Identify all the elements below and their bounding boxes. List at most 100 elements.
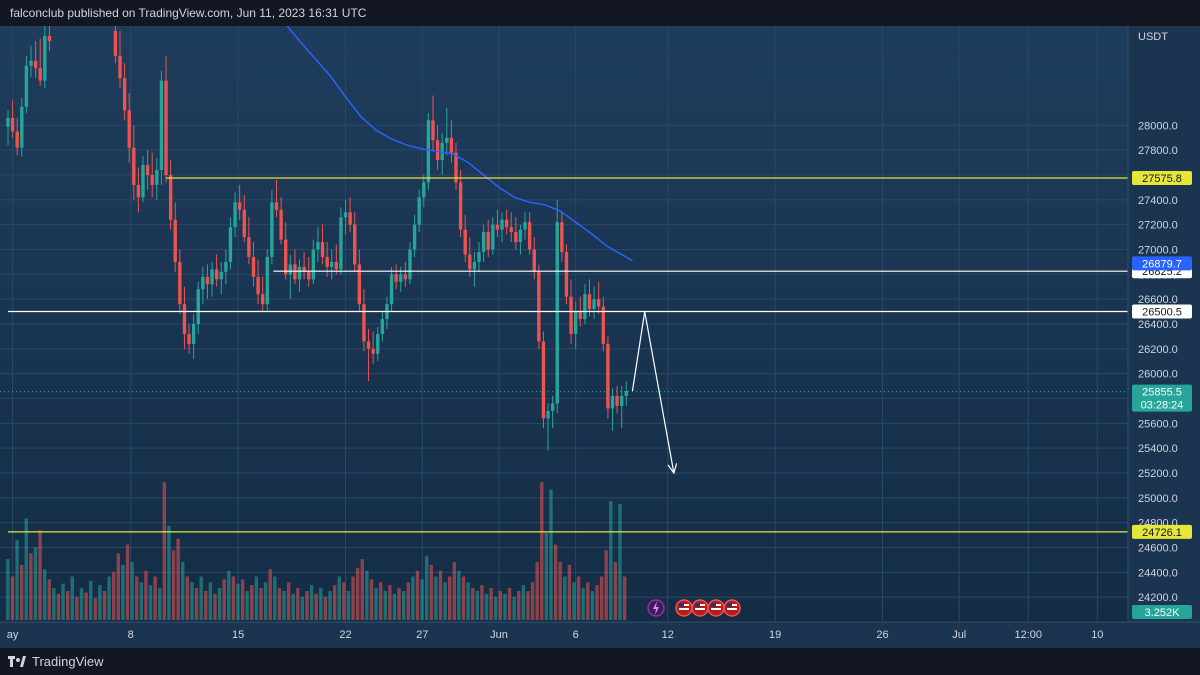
- candle: [279, 197, 283, 245]
- price-tick-label: 25400.0: [1138, 443, 1178, 455]
- volume-bar: [342, 582, 346, 620]
- candle: [24, 55, 29, 113]
- time-tick-label: ay: [7, 629, 19, 641]
- candle: [247, 217, 251, 265]
- volume-bar: [346, 591, 351, 620]
- volume-bar: [93, 598, 97, 620]
- volume-bar: [351, 576, 355, 620]
- candle: [136, 167, 141, 213]
- candle: [606, 336, 610, 419]
- horizontal-levels[interactable]: [0, 177, 1128, 533]
- volume-bar: [309, 585, 314, 620]
- volume-bar: [29, 553, 33, 620]
- price-tick-label: 26400.0: [1138, 319, 1178, 331]
- svg-text:27575.8: 27575.8: [1142, 173, 1182, 185]
- volume-bar: [392, 593, 397, 620]
- candle: [297, 259, 302, 292]
- candle: [624, 381, 628, 406]
- volume-bar: [125, 544, 130, 620]
- candle: [518, 224, 523, 255]
- projection-path[interactable]: [631, 311, 675, 474]
- price-tick-label: 26600.0: [1138, 294, 1178, 306]
- price-tick-label: 26200.0: [1138, 344, 1178, 356]
- volume-bar: [102, 591, 107, 620]
- volume-bar: [42, 569, 47, 620]
- lightning-icon[interactable]: [647, 599, 665, 617]
- level-badge: 24726.1: [1132, 524, 1192, 539]
- us-flag-icon[interactable]: [723, 599, 741, 617]
- volume-bar: [75, 596, 79, 620]
- volume-bar: [263, 582, 268, 620]
- candle: [403, 261, 408, 287]
- candle: [132, 125, 136, 200]
- candle: [270, 189, 274, 265]
- volume-bar: [438, 570, 443, 620]
- volume-bar: [84, 592, 88, 620]
- candle: [449, 120, 454, 163]
- footer-bar: TradingView: [0, 648, 1200, 675]
- candle: [205, 264, 210, 300]
- us-flag-icon[interactable]: [707, 599, 725, 617]
- svg-text:25855.5: 25855.5: [1142, 387, 1182, 399]
- volume-bar: [259, 588, 263, 620]
- volume-bar: [231, 576, 236, 620]
- volume-bar: [185, 576, 190, 620]
- svg-text:24726.1: 24726.1: [1142, 527, 1182, 539]
- candle: [33, 40, 38, 79]
- candle: [320, 224, 325, 265]
- price-tick-label: 25200.0: [1138, 468, 1178, 480]
- volume-bar: [56, 593, 61, 620]
- us-flag-icon[interactable]: [675, 599, 693, 617]
- candle: [481, 224, 486, 262]
- time-axis[interactable]: ay 8 15 22 27 Jun 6 12 19 26 Jul 12:00 10: [0, 621, 1200, 648]
- candle: [284, 222, 288, 280]
- candle: [191, 314, 196, 359]
- candle: [458, 170, 463, 238]
- volume-bar: [586, 582, 590, 620]
- candle: [376, 326, 380, 362]
- candle: [491, 217, 495, 255]
- candle: [47, 26, 52, 51]
- volume-bar: [273, 576, 277, 620]
- candle: [182, 286, 187, 349]
- volume-bar: [217, 588, 222, 620]
- level-badge: 26500.5: [1132, 304, 1192, 319]
- candle: [620, 386, 624, 429]
- volume-bar: [484, 593, 489, 620]
- volume-bar: [563, 576, 567, 620]
- volume-bar: [494, 596, 498, 620]
- candle: [122, 63, 127, 121]
- candle: [555, 199, 559, 414]
- volume-bar: [448, 576, 452, 620]
- us-flag-icon[interactable]: [691, 599, 709, 617]
- tradingview-logo[interactable]: TradingView: [8, 648, 104, 675]
- projection-arrow[interactable]: [631, 311, 678, 475]
- volume-bar: [204, 591, 208, 620]
- volume-bar: [549, 489, 553, 620]
- candle: [10, 100, 15, 138]
- candle: [560, 212, 564, 262]
- volume-bar: [38, 530, 42, 620]
- volume-bar: [240, 579, 245, 620]
- candle: [29, 45, 33, 77]
- candle: [178, 249, 182, 315]
- candle: [445, 107, 449, 156]
- volume-bar: [401, 591, 406, 620]
- volume-bar: [33, 547, 38, 620]
- volume-bar: [282, 591, 286, 620]
- price-axis[interactable]: USDT28000.027800.027600.027400.027200.02…: [1127, 26, 1200, 622]
- candle: [127, 93, 131, 163]
- candle: [422, 175, 426, 208]
- event-icons[interactable]: [647, 599, 741, 617]
- volume-bar: [19, 564, 24, 620]
- candle: [514, 217, 518, 250]
- volume-bar: [406, 582, 410, 620]
- candle: [468, 237, 472, 277]
- svg-text:03:28:24: 03:28:24: [1141, 400, 1184, 412]
- candle: [219, 261, 223, 295]
- volume-bar: [609, 501, 613, 620]
- candle: [224, 249, 228, 285]
- candle: [274, 179, 279, 218]
